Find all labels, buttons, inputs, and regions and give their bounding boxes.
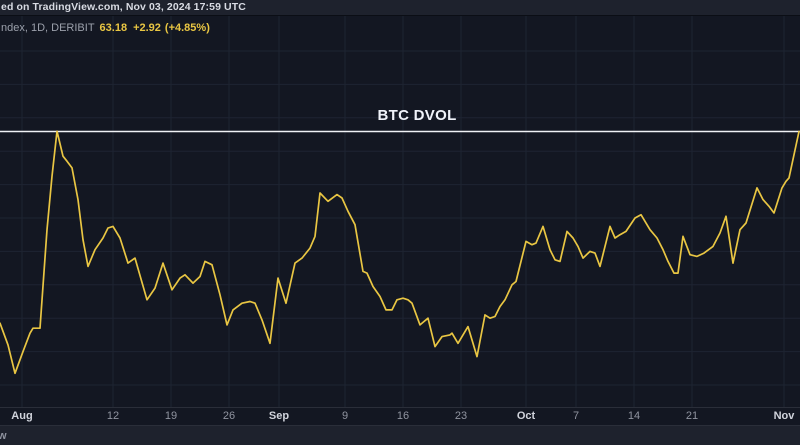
- time-axis-label-14: 14: [627, 410, 641, 422]
- time-axis-label-sep: Sep: [268, 410, 290, 422]
- time-axis-label-16: 16: [396, 410, 410, 422]
- last-price-value: 63.18: [99, 22, 128, 34]
- price-change-value: +2.92: [133, 22, 161, 34]
- vertical-gridlines: [21, 15, 785, 407]
- time-axis-label-23: 23: [454, 410, 468, 422]
- chart-title: BTC DVOL: [377, 107, 457, 124]
- time-axis-label-21: 21: [685, 410, 699, 422]
- horizontal-gridlines: [0, 50, 800, 386]
- time-axis[interactable]: Aug 12 19 26 Sep 9 16 23 Oct 7 14 21 Nov: [0, 408, 800, 425]
- time-axis-label-aug: Aug: [11, 410, 33, 422]
- price-change-percent: (+4.85%): [164, 22, 210, 34]
- time-axis-label-9: 9: [341, 410, 349, 422]
- tradingview-logo-cut: w: [0, 429, 7, 442]
- attribution-bar: ed on TradingView.com, Nov 03, 2024 17:5…: [0, 0, 800, 16]
- time-axis-label-oct: Oct: [516, 410, 536, 422]
- time-axis-label-19: 19: [164, 410, 178, 422]
- symbol-legend[interactable]: ndex, 1D, DERIBIT 63.18 +2.92 (+4.85%): [1, 21, 210, 35]
- time-axis-label-26: 26: [222, 410, 236, 422]
- time-axis-label-7: 7: [572, 410, 580, 422]
- symbol-name-label: ndex, 1D, DERIBIT: [1, 22, 95, 34]
- attribution-text: ed on TradingView.com, Nov 03, 2024 17:5…: [1, 1, 246, 13]
- time-axis-label-nov: Nov: [773, 410, 795, 422]
- dvol-series-line: [0, 130, 800, 375]
- time-axis-label-12: 12: [106, 410, 120, 422]
- bottom-toolbar: w: [0, 425, 800, 445]
